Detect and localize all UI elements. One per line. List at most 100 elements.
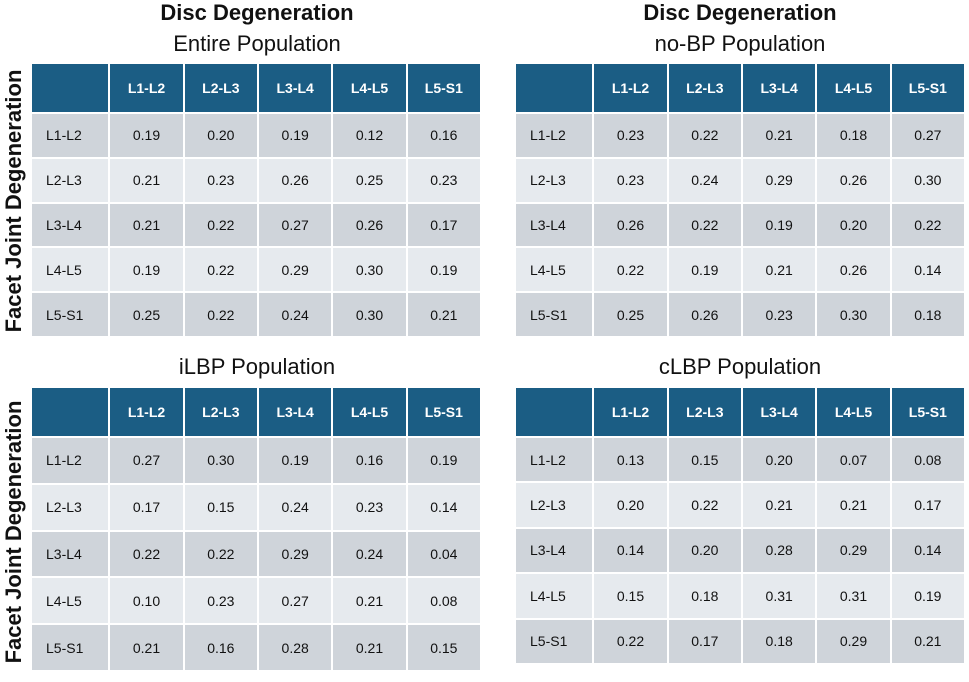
table-row: L3-L4 0.26 0.22 0.19 0.20 0.22 xyxy=(513,201,967,249)
value-cell: 0.21 xyxy=(815,481,892,529)
value-cell: 0.19 xyxy=(889,572,967,620)
value-cell: 0.26 xyxy=(256,156,334,204)
value-cell: 0.14 xyxy=(405,482,483,532)
column-header: L5-S1 xyxy=(889,386,967,438)
column-header: L4-L5 xyxy=(331,62,408,114)
value-cell: 0.22 xyxy=(108,529,185,579)
value-cell: 0.21 xyxy=(331,623,408,672)
row-header: L5-S1 xyxy=(29,623,111,672)
value-cell: 0.23 xyxy=(405,156,483,204)
value-cell: 0.28 xyxy=(256,623,334,672)
value-cell: 0.19 xyxy=(405,246,483,294)
table-row: L4-L5 0.10 0.23 0.27 0.21 0.08 xyxy=(29,576,483,626)
value-cell: 0.18 xyxy=(740,617,818,666)
value-cell: 0.29 xyxy=(740,156,818,204)
table-row: L1-L2 0.23 0.22 0.21 0.18 0.27 xyxy=(513,112,967,159)
value-cell: 0.22 xyxy=(182,291,260,338)
column-header: L2-L3 xyxy=(666,386,744,438)
row-header: L4-L5 xyxy=(513,572,595,620)
value-cell: 0.16 xyxy=(182,623,260,672)
table-row: L1-L2 0.13 0.15 0.20 0.07 0.08 xyxy=(513,435,967,484)
table-row: L2-L3 0.23 0.24 0.29 0.26 0.30 xyxy=(513,156,967,204)
value-cell: 0.24 xyxy=(331,529,408,579)
table-row: L2-L3 0.20 0.22 0.21 0.21 0.17 xyxy=(513,481,967,529)
value-cell: 0.20 xyxy=(666,526,744,575)
value-cell: 0.21 xyxy=(331,576,408,626)
value-cell: 0.26 xyxy=(666,291,744,338)
value-cell: 0.22 xyxy=(182,201,260,249)
value-cell: 0.29 xyxy=(815,526,892,575)
row-header: L2-L3 xyxy=(513,156,595,204)
value-cell: 0.14 xyxy=(889,526,967,575)
value-cell: 0.25 xyxy=(108,291,185,338)
value-cell: 0.30 xyxy=(331,246,408,294)
value-cell: 0.27 xyxy=(108,436,185,485)
value-cell: 0.17 xyxy=(405,201,483,249)
value-cell: 0.30 xyxy=(182,436,260,485)
table-row: L3-L4 0.21 0.22 0.27 0.26 0.17 xyxy=(29,201,483,249)
row-header: L3-L4 xyxy=(29,201,111,249)
table-no-bp-population: L1-L2 L2-L3 L3-L4 L4-L5 L5-S1 L1-L2 0.23 0.22 0.… xyxy=(513,62,967,338)
value-cell: 0.25 xyxy=(592,291,669,338)
table-row: L3-L4 0.14 0.20 0.28 0.29 0.14 xyxy=(513,526,967,575)
value-cell: 0.23 xyxy=(740,291,818,338)
subtitle-top-left: Entire Population xyxy=(173,31,341,56)
row-header: L4-L5 xyxy=(513,246,595,294)
row-header: L2-L3 xyxy=(29,156,111,204)
value-cell: 0.19 xyxy=(666,246,744,294)
column-header: L5-S1 xyxy=(405,386,483,438)
row-axis-label-bottom: Facet Joint Degeneration xyxy=(1,400,26,664)
value-cell: 0.29 xyxy=(256,246,334,294)
value-cell: 0.26 xyxy=(815,246,892,294)
value-cell: 0.26 xyxy=(331,201,408,249)
value-cell: 0.18 xyxy=(666,572,744,620)
value-cell: 0.16 xyxy=(405,112,483,159)
row-header: L2-L3 xyxy=(29,482,111,532)
table-corner-cell xyxy=(29,386,111,438)
value-cell: 0.16 xyxy=(331,436,408,485)
column-header: L2-L3 xyxy=(182,386,260,438)
table-row: L3-L4 0.22 0.22 0.29 0.24 0.04 xyxy=(29,529,483,579)
value-cell: 0.28 xyxy=(740,526,818,575)
value-cell: 0.29 xyxy=(815,617,892,666)
value-cell: 0.08 xyxy=(405,576,483,626)
value-cell: 0.14 xyxy=(889,246,967,294)
value-cell: 0.22 xyxy=(592,617,669,666)
value-cell: 0.19 xyxy=(108,112,185,159)
value-cell: 0.20 xyxy=(740,435,818,484)
table-row: L1-L2 0.19 0.20 0.19 0.12 0.16 xyxy=(29,112,483,159)
value-cell: 0.23 xyxy=(592,112,669,159)
value-cell: 0.17 xyxy=(666,617,744,666)
column-header: L4-L5 xyxy=(815,62,892,114)
column-header: L2-L3 xyxy=(182,62,260,114)
value-cell: 0.21 xyxy=(740,246,818,294)
table-header-row: L1-L2 L2-L3 L3-L4 L4-L5 L5-S1 xyxy=(513,62,967,114)
value-cell: 0.24 xyxy=(256,291,334,338)
column-header: L1-L2 xyxy=(592,62,669,114)
value-cell: 0.30 xyxy=(889,156,967,204)
value-cell: 0.31 xyxy=(815,572,892,620)
table-clbp-population: L1-L2 L2-L3 L3-L4 L4-L5 L5-S1 L1-L2 0.13 0.15 0.… xyxy=(513,386,967,666)
value-cell: 0.24 xyxy=(256,482,334,532)
table-entire-population: L1-L2 L2-L3 L3-L4 L4-L5 L5-S1 L1-L2 0.19 0.20 0.… xyxy=(29,62,483,338)
column-header: L1-L2 xyxy=(108,62,185,114)
table-row: L4-L5 0.19 0.22 0.29 0.30 0.19 xyxy=(29,246,483,294)
table-corner-cell xyxy=(513,62,595,114)
value-cell: 0.20 xyxy=(182,112,260,159)
row-header: L1-L2 xyxy=(29,112,111,159)
value-cell: 0.10 xyxy=(108,576,185,626)
column-header: L3-L4 xyxy=(256,62,334,114)
row-header: L1-L2 xyxy=(29,436,111,485)
value-cell: 0.21 xyxy=(108,623,185,672)
table-ilbp-population: L1-L2 L2-L3 L3-L4 L4-L5 L5-S1 L1-L2 0.27 0.30 0.… xyxy=(29,386,483,672)
value-cell: 0.22 xyxy=(182,246,260,294)
value-cell: 0.18 xyxy=(815,112,892,159)
row-header: L5-S1 xyxy=(513,291,595,338)
row-axis-label-top: Facet Joint Degeneration xyxy=(1,69,26,333)
row-header: L4-L5 xyxy=(29,576,111,626)
table-header-row: L1-L2 L2-L3 L3-L4 L4-L5 L5-S1 xyxy=(29,62,483,114)
value-cell: 0.21 xyxy=(740,481,818,529)
value-cell: 0.25 xyxy=(331,156,408,204)
value-cell: 0.31 xyxy=(740,572,818,620)
value-cell: 0.20 xyxy=(592,481,669,529)
